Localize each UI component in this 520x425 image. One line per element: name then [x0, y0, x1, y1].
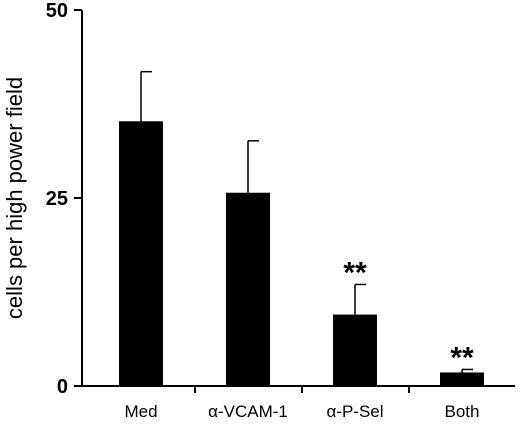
x-tick-label: α-VCAM-1: [208, 402, 288, 421]
x-tick-label: Med: [124, 402, 157, 421]
bar: [440, 372, 484, 386]
bar: [333, 314, 377, 386]
y-tick-label: 25: [46, 188, 68, 210]
labels: 0 25 50 Med α-VCAM-1 α-P-Sel ** Both **: [46, 0, 480, 421]
x-tick-label: α-P-Sel: [326, 402, 383, 421]
significance-label: **: [343, 256, 367, 289]
bar: [119, 121, 163, 387]
y-axis-label: cells per high power field: [2, 77, 27, 319]
y-tick-label: 50: [46, 0, 68, 22]
bars: [119, 70, 484, 387]
y-tick-label: 0: [57, 376, 68, 398]
bar: [226, 192, 270, 386]
x-tick-label: Both: [445, 402, 480, 421]
significance-label: **: [450, 341, 474, 374]
